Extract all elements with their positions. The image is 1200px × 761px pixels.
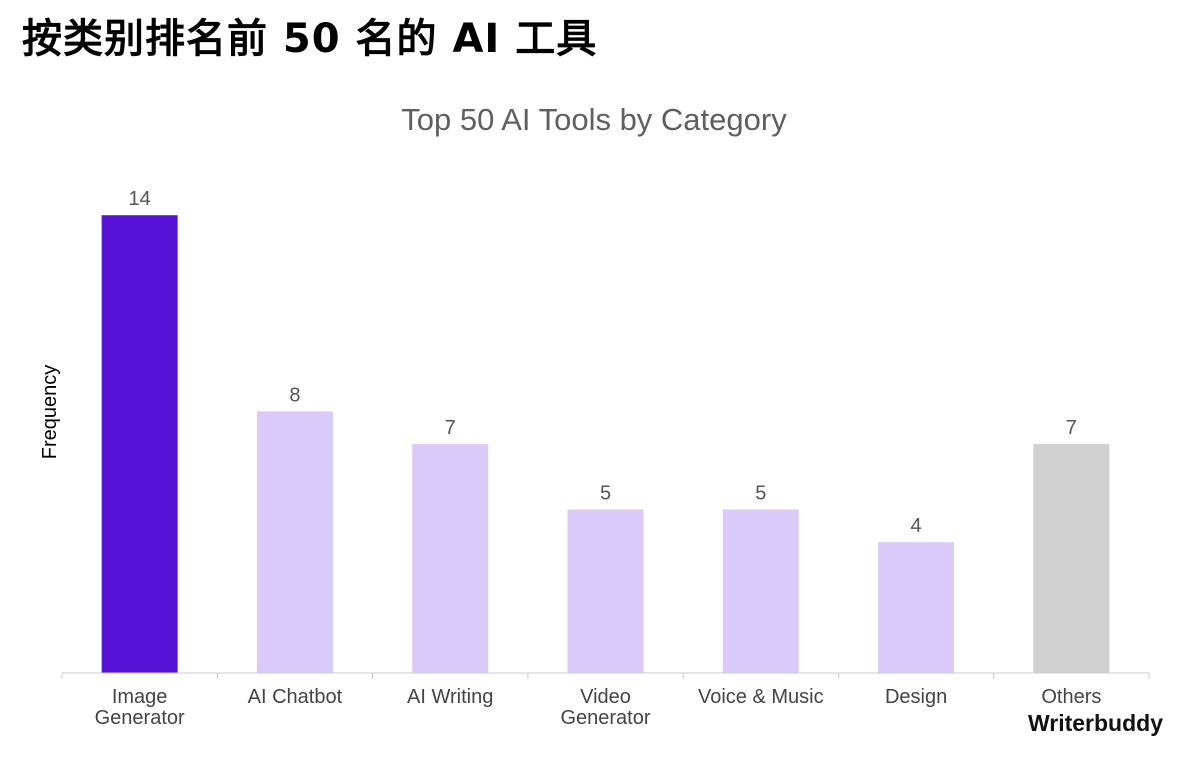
data-label: 7	[445, 417, 456, 439]
data-label: 7	[1066, 417, 1077, 439]
x-tick-label: Others	[1041, 686, 1101, 708]
bar	[567, 509, 644, 673]
x-tick-label: Design	[885, 686, 947, 708]
x-tick-label: Voice & Music	[698, 686, 824, 708]
data-label: 5	[600, 483, 611, 505]
data-label: 14	[129, 188, 151, 210]
x-tick-label: Video	[580, 686, 631, 708]
x-tick-label: Generator	[95, 707, 185, 729]
x-tick-label: Generator	[560, 707, 650, 729]
data-label: 5	[755, 483, 766, 505]
bar	[722, 509, 799, 673]
x-tick-label: AI Chatbot	[248, 686, 343, 708]
data-label: 8	[289, 384, 300, 406]
chart-title: Top 50 AI Tools by Category	[401, 102, 787, 137]
x-tick-label: AI Writing	[407, 686, 493, 708]
bar	[256, 411, 333, 673]
bar	[878, 542, 955, 673]
bar	[101, 215, 178, 673]
page-title: 按类别排名前 50 名的 AI 工具	[22, 16, 598, 62]
data-label: 4	[911, 515, 922, 537]
x-tick-label: Image	[112, 686, 168, 708]
bars-group: 14 8 7 5 5 4 7	[101, 188, 1110, 673]
writerbuddy-logo: Writerbuddy	[1028, 710, 1163, 736]
bar	[1033, 444, 1110, 673]
bar	[412, 444, 489, 673]
y-axis-label: Frequency	[39, 365, 61, 460]
